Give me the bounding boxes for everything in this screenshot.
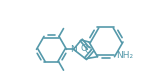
Text: NH₂: NH₂: [117, 51, 134, 60]
Text: O: O: [80, 44, 87, 53]
Text: O: O: [85, 46, 92, 55]
Text: N: N: [70, 45, 77, 54]
